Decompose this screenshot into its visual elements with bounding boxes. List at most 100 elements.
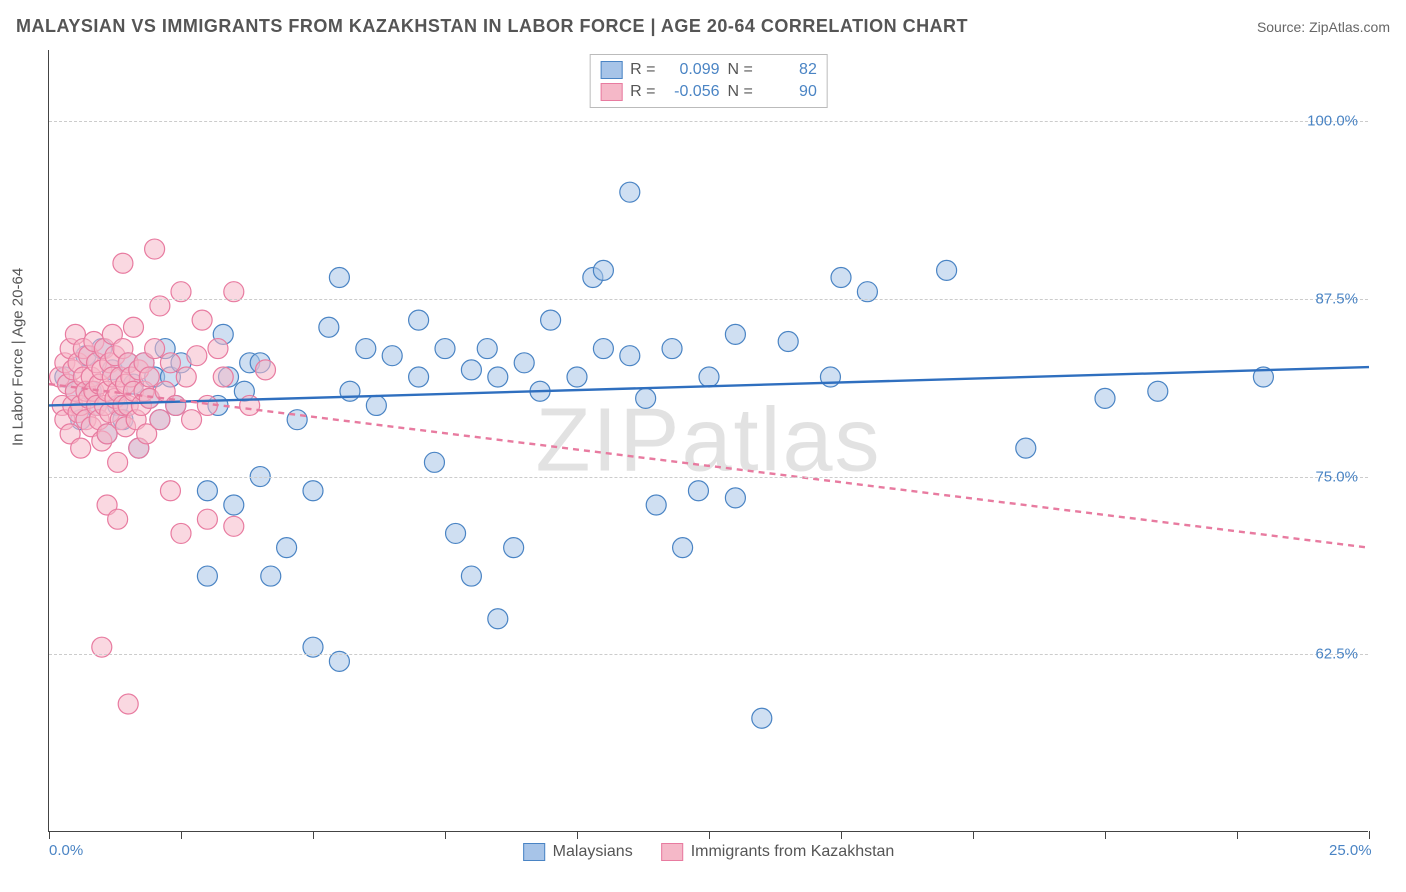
scatter-point	[261, 566, 281, 586]
scatter-point	[319, 317, 339, 337]
scatter-point	[514, 353, 534, 373]
scatter-point	[108, 452, 128, 472]
scatter-point	[435, 339, 455, 359]
chart-title: MALAYSIAN VS IMMIGRANTS FROM KAZAKHSTAN …	[16, 16, 968, 37]
grid-line	[49, 477, 1368, 478]
legend-swatch	[600, 83, 622, 101]
x-tick	[313, 831, 314, 839]
r-value: 0.099	[664, 61, 720, 79]
scatter-point	[329, 267, 349, 287]
scatter-point	[287, 410, 307, 430]
scatter-point	[303, 481, 323, 501]
scatter-point	[699, 367, 719, 387]
legend-swatch	[523, 843, 545, 861]
scatter-point	[71, 438, 91, 458]
x-tick	[1237, 831, 1238, 839]
scatter-point	[567, 367, 587, 387]
scatter-point	[171, 523, 191, 543]
scatter-point	[409, 367, 429, 387]
scatter-point	[688, 481, 708, 501]
x-tick	[49, 831, 50, 839]
chart-svg	[49, 50, 1368, 831]
scatter-point	[192, 310, 212, 330]
scatter-point	[150, 410, 170, 430]
x-tick	[445, 831, 446, 839]
scatter-point	[752, 708, 772, 728]
scatter-point	[113, 253, 133, 273]
legend-series: Malaysians Immigrants from Kazakhstan	[523, 843, 895, 861]
n-label: N =	[728, 61, 753, 79]
grid-line	[49, 654, 1368, 655]
scatter-point	[488, 367, 508, 387]
scatter-point	[424, 452, 444, 472]
scatter-point	[1095, 388, 1115, 408]
scatter-point	[340, 381, 360, 401]
x-tick	[1105, 831, 1106, 839]
scatter-point	[224, 495, 244, 515]
scatter-point	[182, 410, 202, 430]
scatter-point	[197, 481, 217, 501]
scatter-point	[118, 694, 138, 714]
scatter-point	[461, 566, 481, 586]
scatter-point	[409, 310, 429, 330]
x-tick-label: 0.0%	[49, 842, 83, 859]
scatter-point	[197, 566, 217, 586]
scatter-point	[461, 360, 481, 380]
scatter-point	[593, 260, 613, 280]
legend-item: Malaysians	[523, 843, 633, 861]
legend-correlation: R = 0.099 N = 82 R = -0.056 N = 90	[589, 54, 828, 108]
scatter-point	[446, 523, 466, 543]
legend-label: Malaysians	[553, 843, 633, 861]
scatter-point	[620, 182, 640, 202]
plot-area: ZIPatlas R = 0.099 N = 82 R = -0.056 N =…	[48, 50, 1368, 832]
x-tick	[973, 831, 974, 839]
scatter-point	[366, 395, 386, 415]
scatter-point	[1016, 438, 1036, 458]
chart-container: MALAYSIAN VS IMMIGRANTS FROM KAZAKHSTAN …	[0, 0, 1406, 892]
scatter-point	[646, 495, 666, 515]
scatter-point	[187, 346, 207, 366]
scatter-point	[224, 516, 244, 536]
scatter-point	[725, 488, 745, 508]
legend-swatch	[661, 843, 683, 861]
y-tick-label: 62.5%	[1315, 646, 1358, 663]
scatter-point	[620, 346, 640, 366]
scatter-point	[277, 538, 297, 558]
y-tick-label: 75.0%	[1315, 468, 1358, 485]
scatter-point	[477, 339, 497, 359]
source-credit: Source: ZipAtlas.com	[1257, 19, 1390, 35]
source-label: Source:	[1257, 19, 1309, 35]
scatter-point	[123, 317, 143, 337]
grid-line	[49, 121, 1368, 122]
scatter-point	[831, 267, 851, 287]
scatter-point	[160, 481, 180, 501]
scatter-point	[213, 367, 233, 387]
legend-label: Immigrants from Kazakhstan	[691, 843, 895, 861]
scatter-point	[176, 367, 196, 387]
title-bar: MALAYSIAN VS IMMIGRANTS FROM KAZAKHSTAN …	[16, 16, 1390, 37]
r-value: -0.056	[664, 83, 720, 101]
scatter-point	[504, 538, 524, 558]
scatter-point	[673, 538, 693, 558]
scatter-point	[166, 395, 186, 415]
scatter-point	[145, 339, 165, 359]
scatter-point	[778, 331, 798, 351]
x-tick	[841, 831, 842, 839]
scatter-point	[488, 609, 508, 629]
scatter-point	[636, 388, 656, 408]
y-axis-label: In Labor Force | Age 20-64	[10, 268, 27, 446]
y-tick-label: 100.0%	[1307, 113, 1358, 130]
scatter-point	[662, 339, 682, 359]
legend-row: R = -0.056 N = 90	[600, 81, 817, 103]
scatter-point	[382, 346, 402, 366]
scatter-point	[197, 509, 217, 529]
scatter-point	[1148, 381, 1168, 401]
n-value: 90	[761, 83, 817, 101]
scatter-point	[356, 339, 376, 359]
scatter-point	[145, 239, 165, 259]
scatter-point	[725, 324, 745, 344]
scatter-point	[139, 367, 159, 387]
legend-item: Immigrants from Kazakhstan	[661, 843, 895, 861]
scatter-point	[541, 310, 561, 330]
n-value: 82	[761, 61, 817, 79]
